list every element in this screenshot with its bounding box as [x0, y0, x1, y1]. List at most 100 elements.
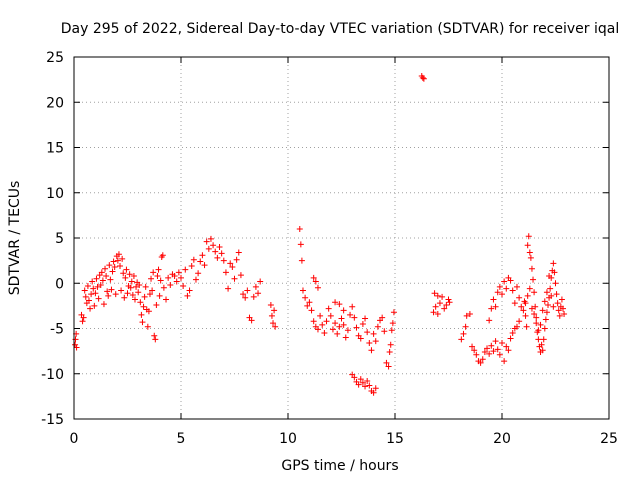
data-point: [95, 295, 102, 302]
data-point: [550, 260, 557, 267]
data-point: [543, 289, 550, 296]
data-point: [531, 289, 538, 296]
x-tick-label: 10: [279, 431, 297, 447]
data-point: [554, 300, 561, 307]
data-point: [338, 315, 345, 322]
data-point: [486, 317, 493, 324]
data-point: [144, 323, 151, 330]
data-point: [298, 257, 305, 264]
data-point: [271, 307, 278, 314]
data-point: [73, 344, 80, 351]
data-point: [229, 263, 236, 270]
data-point: [387, 341, 394, 348]
data-point: [509, 287, 516, 294]
data-point: [98, 269, 105, 276]
data-point: [178, 274, 184, 281]
y-tick-label: -15: [41, 412, 64, 428]
data-point: [135, 289, 142, 296]
data-point: [205, 245, 212, 252]
data-point: [520, 307, 527, 314]
data-point: [149, 287, 156, 294]
data-point: [155, 266, 162, 273]
data-point: [225, 285, 232, 292]
data-point: [481, 349, 488, 356]
data-point: [543, 309, 550, 316]
data-point: [340, 321, 347, 328]
data-point: [503, 343, 510, 350]
data-point: [446, 299, 453, 306]
data-point: [88, 291, 95, 298]
data-point: [525, 233, 532, 240]
data-point: [546, 273, 553, 280]
data-point: [332, 299, 339, 306]
data-point: [302, 294, 309, 301]
data-point: [434, 311, 441, 318]
data-point: [390, 309, 397, 316]
data-point: [115, 251, 122, 258]
data-point: [496, 351, 503, 358]
data-point: [462, 323, 469, 330]
data-point: [188, 263, 195, 270]
data-point: [366, 382, 373, 389]
data-point: [523, 323, 530, 330]
data-point: [231, 275, 238, 282]
data-point: [368, 347, 375, 354]
y-tick-label: 10: [46, 186, 64, 202]
y-tick-label: 0: [55, 276, 64, 292]
y-tick-label: -10: [41, 367, 64, 383]
data-point: [479, 356, 486, 363]
data-point: [173, 278, 180, 285]
data-point: [72, 336, 79, 343]
y-axis-label: SDTVAR / TECUs: [7, 181, 23, 296]
data-point: [388, 327, 395, 334]
data-point: [257, 278, 264, 285]
data-point: [511, 300, 518, 307]
data-point: [122, 274, 129, 281]
data-point: [552, 280, 559, 287]
data-point: [175, 269, 182, 276]
data-point: [359, 320, 366, 327]
data-point: [146, 291, 153, 298]
data-point: [532, 303, 539, 310]
grid-lines: [74, 57, 609, 419]
data-point: [119, 255, 126, 262]
data-point: [182, 266, 189, 273]
data-point: [107, 276, 114, 283]
data-point: [386, 349, 393, 356]
data-point: [299, 287, 306, 294]
data-point: [539, 307, 546, 314]
data-point: [156, 292, 163, 299]
data-point: [297, 241, 304, 248]
data-point: [160, 284, 167, 291]
data-point: [90, 285, 97, 292]
data-point: [165, 274, 172, 281]
data-point: [531, 311, 538, 318]
data-point: [171, 273, 178, 280]
data-point: [220, 257, 227, 264]
data-point: [104, 288, 111, 295]
data-point: [153, 301, 160, 308]
data-point: [252, 283, 259, 290]
data-point: [296, 225, 303, 232]
data-point: [314, 284, 321, 291]
data-point: [112, 291, 119, 298]
data-point: [548, 292, 555, 299]
data-point: [357, 335, 364, 342]
data-point: [524, 292, 531, 299]
data-point: [522, 312, 529, 319]
data-point: [516, 318, 523, 325]
data-point: [180, 282, 187, 289]
data-point: [439, 293, 446, 300]
data-point: [81, 287, 88, 294]
data-point: [545, 301, 552, 308]
data-point: [494, 289, 501, 296]
data-point: [336, 301, 343, 308]
data-point: [366, 339, 373, 346]
x-axis-label: GPS time / hours: [281, 458, 398, 474]
axis-tick-labels: 0 5 10 15 20 25 -15 -10 -5 0 5 10 15 20 25: [41, 50, 618, 447]
data-point: [372, 338, 379, 345]
data-point: [237, 272, 244, 279]
data-point: [84, 282, 91, 289]
data-point: [507, 335, 514, 342]
data-point: [308, 307, 315, 314]
